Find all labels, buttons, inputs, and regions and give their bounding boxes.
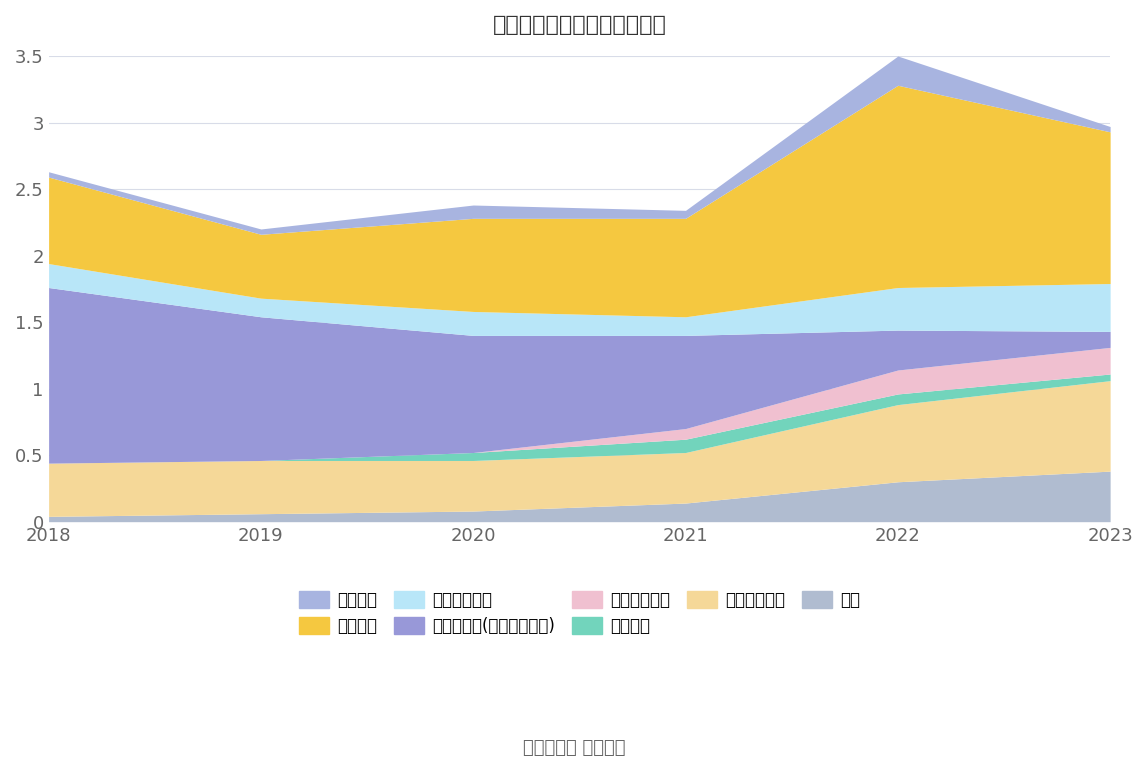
Title: 历年主要负债堆积图（亿元）: 历年主要负债堆积图（亿元） xyxy=(492,15,666,35)
Text: 数据来源： 恒生聚源: 数据来源： 恒生聚源 xyxy=(522,739,626,757)
Legend: 应付票据, 应付账款, 应付考工薪酬, 其他应付款(含利息和股利), 其他流动负债, 租赁负债, 长期递延收益, 其它: 应付票据, 应付账款, 应付考工薪酬, 其他应付款(含利息和股利), 其他流动负… xyxy=(298,591,860,636)
